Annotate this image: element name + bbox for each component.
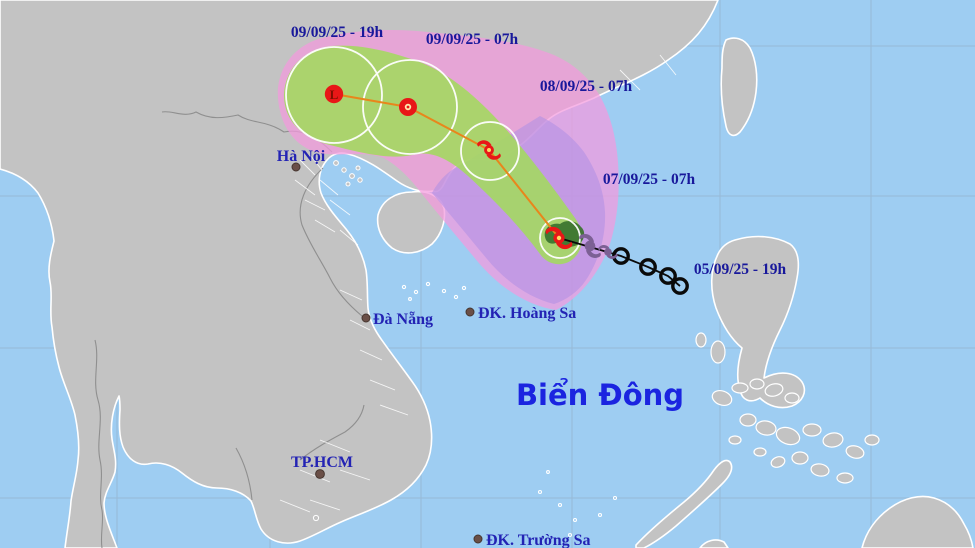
timestamp-label-2: 08/09/25 - 07h [540, 78, 633, 95]
place-labels: Hà Nội Đà Nẵng TP.HCM ĐK. Hoàng Sa ĐK. T… [277, 148, 684, 548]
past-track-line [558, 237, 681, 287]
province-borders [279, 54, 677, 513]
spratly-islets [537, 470, 618, 538]
island-label-hoang-sa: ĐK. Hoàng Sa [478, 305, 576, 322]
current-typhoon-icon [545, 226, 573, 250]
mindanao-island [861, 495, 974, 548]
timestamp-label-4: 05/09/25 - 19h [694, 261, 787, 278]
low-pressure-icon: L [324, 84, 344, 104]
forecast-typhoon-icon [477, 140, 501, 160]
city-label-danang: Đà Nẵng [373, 311, 433, 328]
timestamp-label-1: 09/09/25 - 07h [426, 31, 519, 48]
city-markers [291, 162, 483, 544]
taiwan-island [720, 37, 758, 137]
luzon-island [710, 235, 806, 409]
palawan-island [635, 459, 733, 548]
timestamp-labels: 09/09/25 - 19h 09/09/25 - 07h 08/09/25 -… [291, 24, 787, 278]
low-pressure-letter: L [330, 87, 339, 102]
borneo-tip [699, 539, 729, 548]
island-label-truong-sa: ĐK. Trường Sa [486, 532, 591, 548]
city-label-tphcm: TP.HCM [291, 454, 353, 471]
forecast-uncertainty-circles [285, 46, 581, 259]
con-dao-islet [312, 514, 320, 522]
city-label-hanoi: Hà Nội [277, 148, 326, 165]
timestamp-label-0: 09/09/25 - 19h [291, 24, 384, 41]
philippine-islands [695, 332, 880, 484]
halong-islets [333, 160, 363, 187]
timestamp-label-3: 07/09/25 - 07h [603, 171, 696, 188]
tropical-depression-icon [399, 98, 417, 116]
forecast-track-line [333, 93, 560, 239]
country-borders [94, 111, 365, 548]
hainan-island [376, 190, 446, 254]
sea-name-label: Biển Đông [516, 378, 684, 412]
paracel-islets [401, 281, 467, 301]
forecast-cone-inner [284, 45, 582, 265]
